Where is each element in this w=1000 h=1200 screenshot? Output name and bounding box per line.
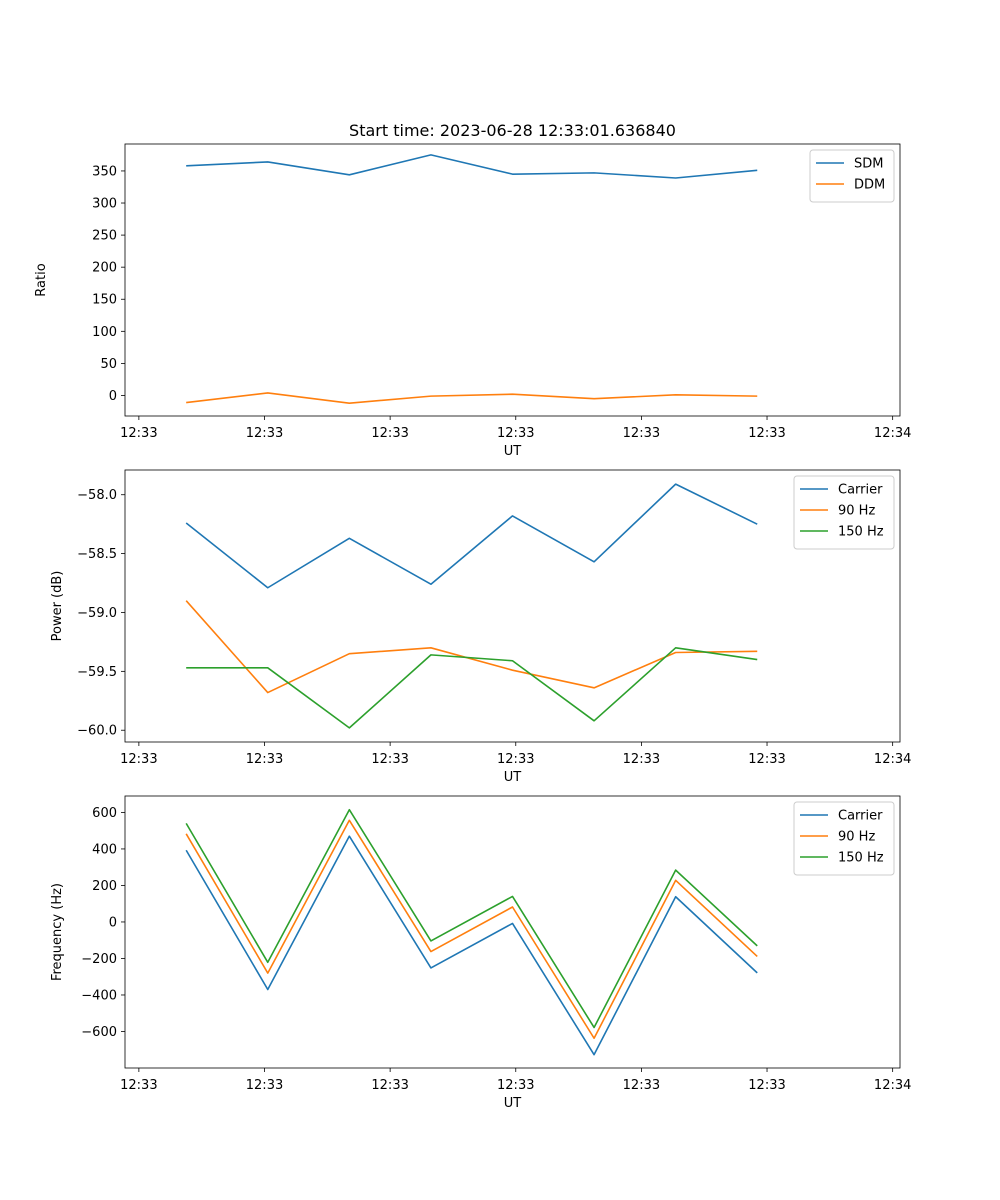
- y-tick-label: −58.0: [77, 488, 117, 503]
- y-tick-label: 200: [92, 261, 117, 276]
- legend: Carrier 90 Hz 150 Hz: [793, 801, 895, 876]
- series-line-carrier: [185, 835, 758, 1056]
- y-tick-label: −60.0: [77, 724, 117, 739]
- plot-frame: [124, 469, 901, 743]
- y-tick-label: 600: [92, 806, 117, 821]
- x-tick-label: 12:33: [371, 426, 408, 441]
- y-tick-label: 300: [92, 197, 117, 212]
- legend: SDM DDM: [809, 149, 895, 203]
- panel-1: 12:33 12:33 12:33 12:33 12:33 12:33 12:34 0 50 10…: [34, 143, 911, 459]
- chart-title: Start time: 2023-06-28 12:33:01.636840: [349, 121, 676, 140]
- series-line-90-hz: [185, 600, 758, 694]
- x-tick-label: 12:33: [623, 752, 660, 767]
- legend-entry-label: 150 Hz: [838, 525, 884, 540]
- x-tick-label: 12:33: [497, 1078, 534, 1093]
- legend-entry-label: DDM: [854, 178, 885, 193]
- y-tick-label: 50: [100, 357, 117, 372]
- series-line-150-hz: [186, 647, 758, 729]
- x-tick-label: 12:33: [120, 1078, 157, 1093]
- y-tick-label: −59.0: [77, 606, 117, 621]
- y-tick-label: 150: [92, 293, 117, 308]
- series-line-ddm: [186, 392, 758, 404]
- y-tick-label: −58.5: [77, 547, 117, 562]
- x-tick-label: 12:34: [874, 1078, 911, 1093]
- y-axis-label: Power (dB): [50, 571, 65, 642]
- y-tick-label: −59.5: [77, 665, 117, 680]
- plot-frame: [124, 795, 901, 1069]
- y-tick-label: −400: [81, 988, 117, 1003]
- x-tick-label: 12:33: [120, 752, 157, 767]
- x-tick-label: 12:33: [497, 752, 534, 767]
- plot-frame: [124, 143, 901, 417]
- y-axis-label: Frequency (Hz): [50, 883, 65, 981]
- y-tick-label: 350: [92, 164, 117, 179]
- x-tick-label: 12:33: [246, 426, 283, 441]
- series-line-carrier: [185, 483, 758, 589]
- y-axis-label: Ratio: [34, 263, 49, 296]
- panel-2: 12:33 12:33 12:33 12:33 12:33 12:33 12:34 −60.0…: [50, 469, 911, 785]
- legend-entry-label: 90 Hz: [838, 504, 875, 519]
- x-tick-label: 12:33: [371, 752, 408, 767]
- x-axis-label: UT: [504, 770, 522, 785]
- x-axis-label: UT: [504, 1096, 522, 1111]
- panels: 12:33 12:33 12:33 12:33 12:33 12:33 12:34 0 50 10…: [34, 143, 911, 1111]
- y-tick-label: 400: [92, 842, 117, 857]
- legend-entry-label: Carrier: [838, 483, 883, 498]
- x-tick-label: 12:33: [623, 1078, 660, 1093]
- x-tick-label: 12:33: [623, 426, 660, 441]
- y-tick-label: 250: [92, 229, 117, 244]
- x-tick-label: 12:33: [120, 426, 157, 441]
- y-tick-label: 0: [109, 915, 117, 930]
- y-tick-label: −600: [81, 1025, 117, 1040]
- series-line-sdm: [186, 154, 758, 179]
- y-tick-label: 0: [109, 389, 117, 404]
- legend-entry-label: 90 Hz: [838, 830, 875, 845]
- legend-entry-label: Carrier: [838, 809, 883, 824]
- x-tick-label: 12:33: [748, 752, 785, 767]
- x-tick-label: 12:34: [874, 752, 911, 767]
- x-tick-label: 12:33: [246, 1078, 283, 1093]
- legend-entry-label: SDM: [854, 157, 883, 172]
- series-line-150-hz: [185, 808, 758, 1029]
- x-tick-label: 12:33: [246, 752, 283, 767]
- panel-3: 12:33 12:33 12:33 12:33 12:33 12:33 12:34 −600 −…: [50, 795, 911, 1111]
- x-axis-label: UT: [504, 444, 522, 459]
- y-tick-label: 200: [92, 879, 117, 894]
- x-tick-label: 12:33: [748, 1078, 785, 1093]
- legend: Carrier 90 Hz 150 Hz: [793, 475, 895, 550]
- x-tick-label: 12:33: [748, 426, 785, 441]
- y-tick-label: −200: [81, 952, 117, 967]
- x-tick-label: 12:34: [874, 426, 911, 441]
- x-tick-label: 12:33: [497, 426, 534, 441]
- x-tick-label: 12:33: [371, 1078, 408, 1093]
- legend-entry-label: 150 Hz: [838, 851, 884, 866]
- series-line-90-hz: [185, 819, 758, 1040]
- y-tick-label: 100: [92, 325, 117, 340]
